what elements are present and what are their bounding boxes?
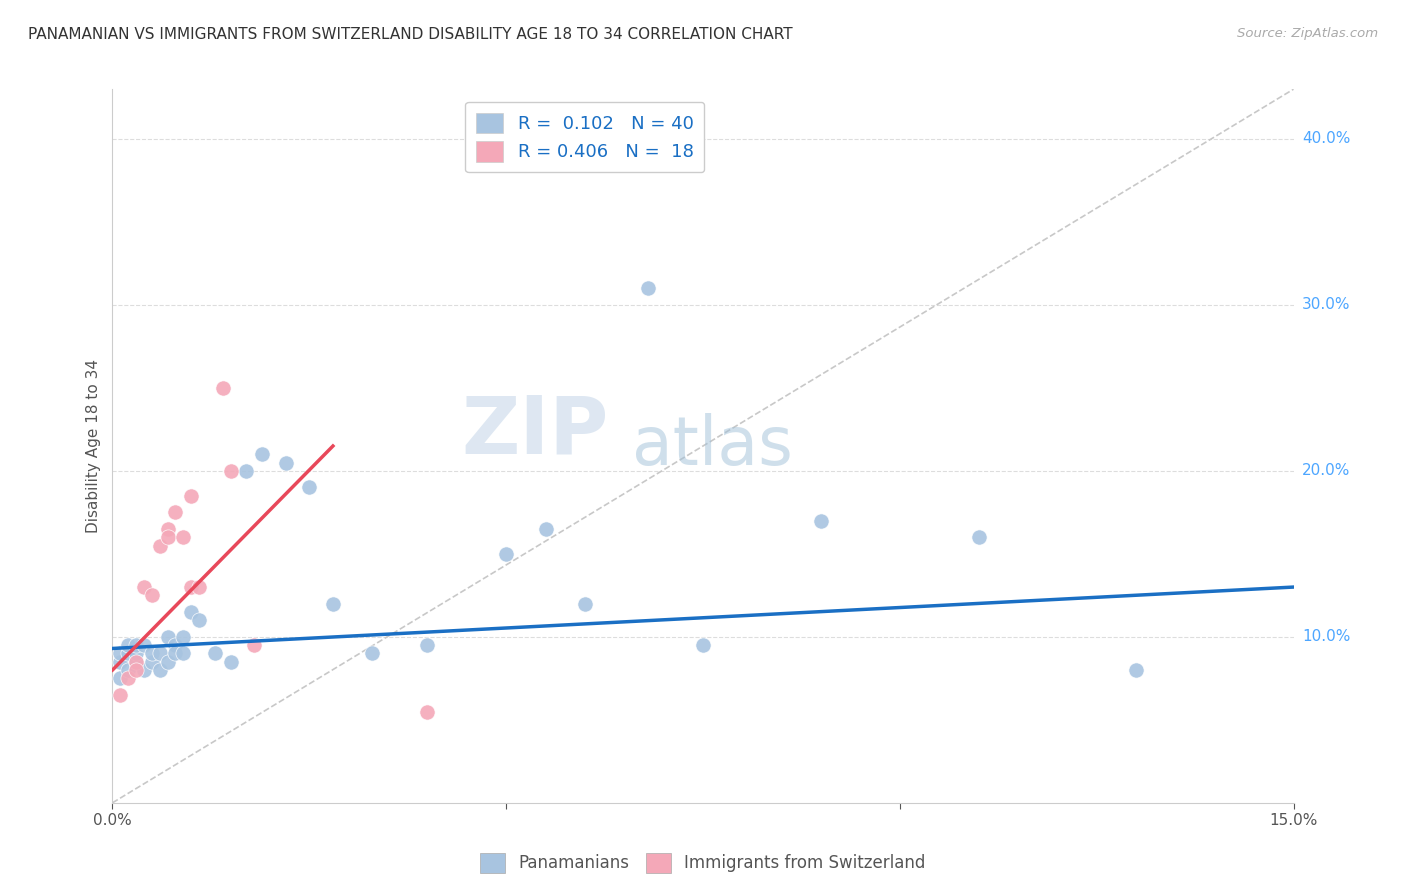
Point	[149, 663, 172, 677]
Point	[117, 663, 139, 677]
Point	[125, 663, 148, 677]
Text: 10.0%: 10.0%	[1302, 630, 1350, 644]
Point	[361, 647, 384, 661]
Point	[211, 381, 233, 395]
Point	[495, 547, 517, 561]
Point	[117, 638, 139, 652]
Point	[180, 605, 202, 619]
Point	[219, 464, 242, 478]
Point	[1125, 663, 1147, 677]
Point	[125, 655, 148, 669]
Point	[180, 489, 202, 503]
Text: PANAMANIAN VS IMMIGRANTS FROM SWITZERLAND DISABILITY AGE 18 TO 34 CORRELATION CH: PANAMANIAN VS IMMIGRANTS FROM SWITZERLAN…	[28, 27, 793, 42]
Point	[156, 530, 179, 544]
Point	[172, 530, 194, 544]
Point	[141, 647, 163, 661]
Point	[141, 588, 163, 602]
Point	[188, 580, 211, 594]
Point	[149, 539, 172, 553]
Point	[298, 481, 321, 495]
Point	[132, 580, 155, 594]
Text: Source: ZipAtlas.com: Source: ZipAtlas.com	[1237, 27, 1378, 40]
Legend: Panamanians, Immigrants from Switzerland: Panamanians, Immigrants from Switzerland	[474, 847, 932, 880]
Point	[416, 705, 439, 719]
Point	[110, 671, 132, 685]
Point	[967, 530, 990, 544]
Point	[149, 647, 172, 661]
Point	[117, 671, 139, 685]
Point	[534, 522, 557, 536]
Y-axis label: Disability Age 18 to 34: Disability Age 18 to 34	[86, 359, 101, 533]
Point	[172, 647, 194, 661]
Text: atlas: atlas	[633, 413, 793, 479]
Point	[110, 688, 132, 702]
Point	[637, 281, 659, 295]
Point	[141, 655, 163, 669]
Point	[188, 613, 211, 627]
Point	[180, 580, 202, 594]
Point	[172, 630, 194, 644]
Point	[110, 647, 132, 661]
Point	[322, 597, 344, 611]
Point	[274, 456, 297, 470]
Legend: R =  0.102   N = 40, R = 0.406   N =  18: R = 0.102 N = 40, R = 0.406 N = 18	[465, 102, 704, 172]
Point	[574, 597, 596, 611]
Point	[219, 655, 242, 669]
Point	[416, 638, 439, 652]
Text: 30.0%: 30.0%	[1302, 297, 1350, 312]
Point	[235, 464, 257, 478]
Point	[165, 638, 187, 652]
Point	[110, 655, 132, 669]
Point	[125, 655, 148, 669]
Text: 40.0%: 40.0%	[1302, 131, 1350, 146]
Point	[165, 647, 187, 661]
Point	[156, 655, 179, 669]
Point	[156, 522, 179, 536]
Point	[165, 505, 187, 519]
Point	[125, 647, 148, 661]
Point	[132, 663, 155, 677]
Point	[132, 638, 155, 652]
Text: 20.0%: 20.0%	[1302, 463, 1350, 478]
Point	[156, 630, 179, 644]
Point	[250, 447, 273, 461]
Point	[204, 647, 226, 661]
Point	[125, 638, 148, 652]
Text: ZIP: ZIP	[461, 392, 609, 471]
Point	[810, 514, 832, 528]
Point	[692, 638, 714, 652]
Point	[243, 638, 266, 652]
Point	[117, 647, 139, 661]
